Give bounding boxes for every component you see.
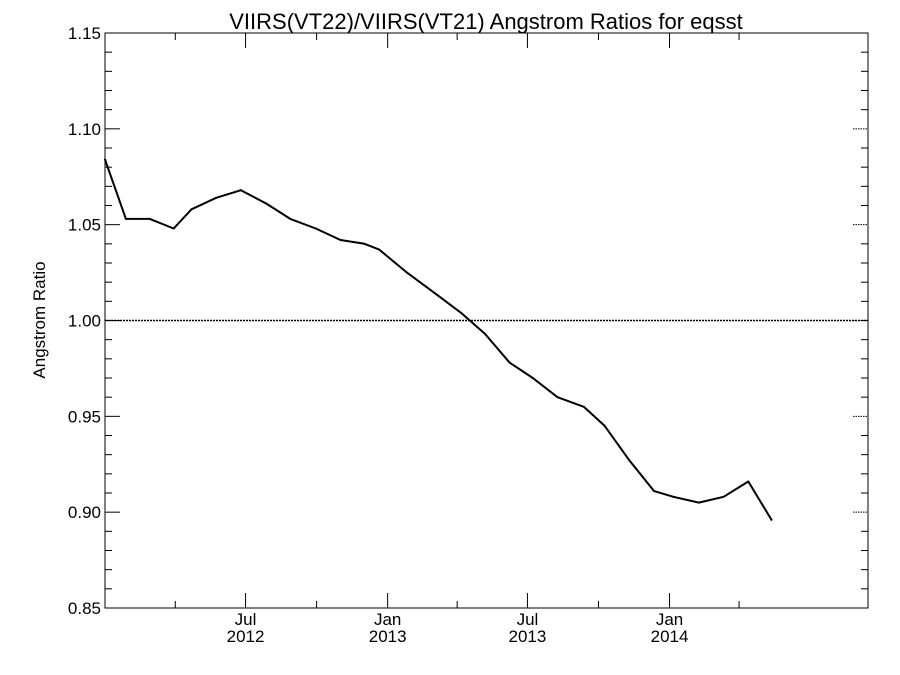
data-point [172, 227, 175, 230]
data-point [582, 405, 585, 408]
data-point [289, 217, 292, 220]
data-point [653, 490, 656, 493]
data-point [434, 292, 437, 295]
y-tick-label: 1.15 [68, 24, 101, 43]
series-line [104, 159, 773, 521]
y-tick-label: 0.90 [68, 503, 101, 522]
data-point [672, 495, 675, 498]
data-point [483, 332, 486, 335]
x-tick-label-year: 2014 [651, 627, 689, 646]
data-point [405, 271, 408, 274]
data-point [531, 377, 534, 379]
y-tick-label: 1.05 [68, 216, 101, 235]
data-point [603, 424, 606, 427]
data-point [124, 217, 127, 220]
data-point [239, 189, 242, 192]
data-point [770, 518, 773, 521]
data-point [148, 217, 151, 220]
data-point [556, 396, 559, 399]
data-point [722, 495, 725, 498]
x-tick-label-year: 2012 [227, 627, 265, 646]
data-point [215, 196, 218, 199]
x-tick-label-month: Jan [374, 610, 401, 629]
y-tick-label: 1.00 [68, 312, 101, 331]
y-tick-label: 0.85 [68, 599, 101, 618]
y-axis-ticks: 0.85 0.90 0.95 1.00 1.05 1.10 1.15 [68, 24, 868, 618]
data-point [339, 239, 342, 241]
x-tick-label-month: Jan [656, 610, 683, 629]
data-point [508, 361, 511, 364]
x-tick-label-year: 2013 [509, 627, 547, 646]
series-points [104, 158, 773, 521]
y-axis-label: Angstrom Ratio [30, 261, 49, 378]
data-point [378, 248, 381, 251]
data-point [747, 480, 750, 483]
chart-title: VIIRS(VT22)/VIIRS(VT21) Angstrom Ratios … [229, 9, 743, 34]
data-point [697, 501, 700, 504]
x-tick-label-year: 2013 [369, 627, 407, 646]
data-point [190, 208, 193, 211]
data-point [628, 459, 631, 462]
data-point [104, 158, 106, 161]
x-tick-label-month: Jul [517, 610, 539, 629]
data-point [265, 202, 268, 205]
x-tick-label-month: Jul [235, 610, 257, 629]
y-tick-label: 0.95 [68, 407, 101, 426]
data-point [363, 242, 366, 245]
data-point [460, 311, 463, 314]
data-point [314, 227, 317, 230]
y-tick-label: 1.10 [68, 120, 101, 139]
